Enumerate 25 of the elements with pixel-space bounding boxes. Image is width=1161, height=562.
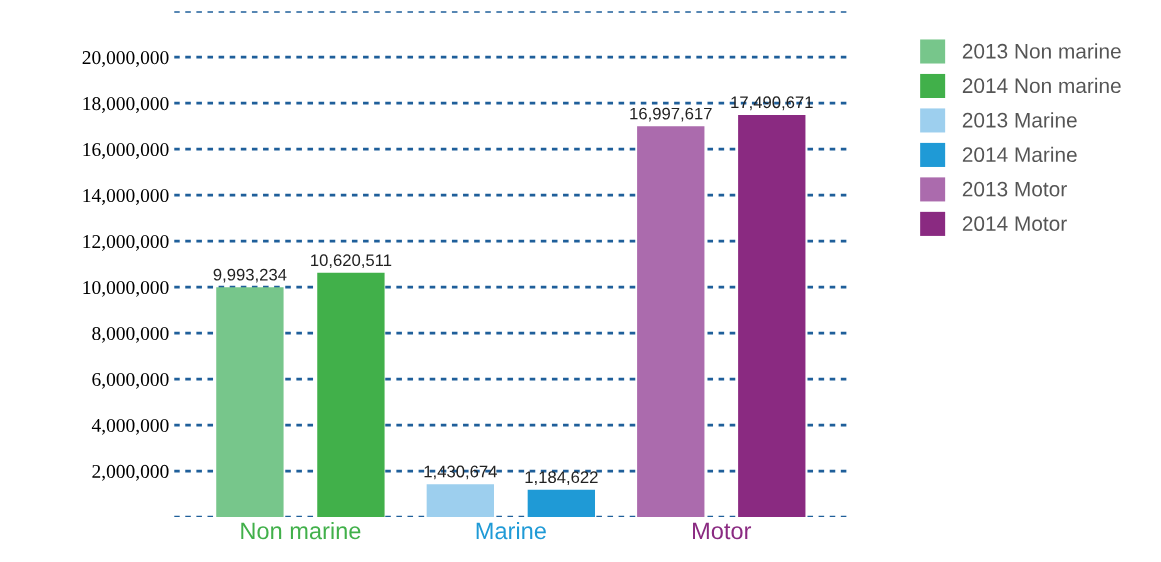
x-tick-label: Marine <box>476 521 546 540</box>
y-tick-label: 2,000,000 <box>92 464 169 481</box>
legend-label: 2014 Marine <box>962 146 1077 163</box>
legend-label: 2014 Motor <box>962 216 1067 232</box>
data-label: 10,620,511 <box>311 254 392 269</box>
legend-label: 2014 Non marine <box>962 77 1121 94</box>
legend-label: 2013 Non marine <box>962 43 1121 59</box>
data-label: 1,184,622 <box>525 471 598 486</box>
legend-label: 2013 Marine <box>962 112 1077 128</box>
y-tick-label: 20,000,000 <box>82 51 169 67</box>
y-tick-label: 6,000,000 <box>92 372 169 389</box>
y-tick-label: 12,000,000 <box>83 234 169 251</box>
data-label: 17,490,671 <box>731 96 813 111</box>
legend-label: 2013 Motor <box>962 181 1067 197</box>
x-tick-label: Motor <box>693 522 752 540</box>
y-tick-label: 10,000,000 <box>83 280 169 297</box>
data-label: 1,430,674 <box>424 465 497 480</box>
x-tick-label: Non marine <box>241 521 361 540</box>
y-tick-label: 16,000,000 <box>83 143 169 159</box>
data-label: 16,997,617 <box>630 107 712 122</box>
y-tick-label: 4,000,000 <box>91 418 169 435</box>
y-tick-label: 18,000,000 <box>83 97 169 113</box>
data-label: 9,993,234 <box>213 268 287 283</box>
y-tick-label: 8,000,000 <box>92 326 169 343</box>
y-tick-label: 14,000,000 <box>83 188 169 205</box>
